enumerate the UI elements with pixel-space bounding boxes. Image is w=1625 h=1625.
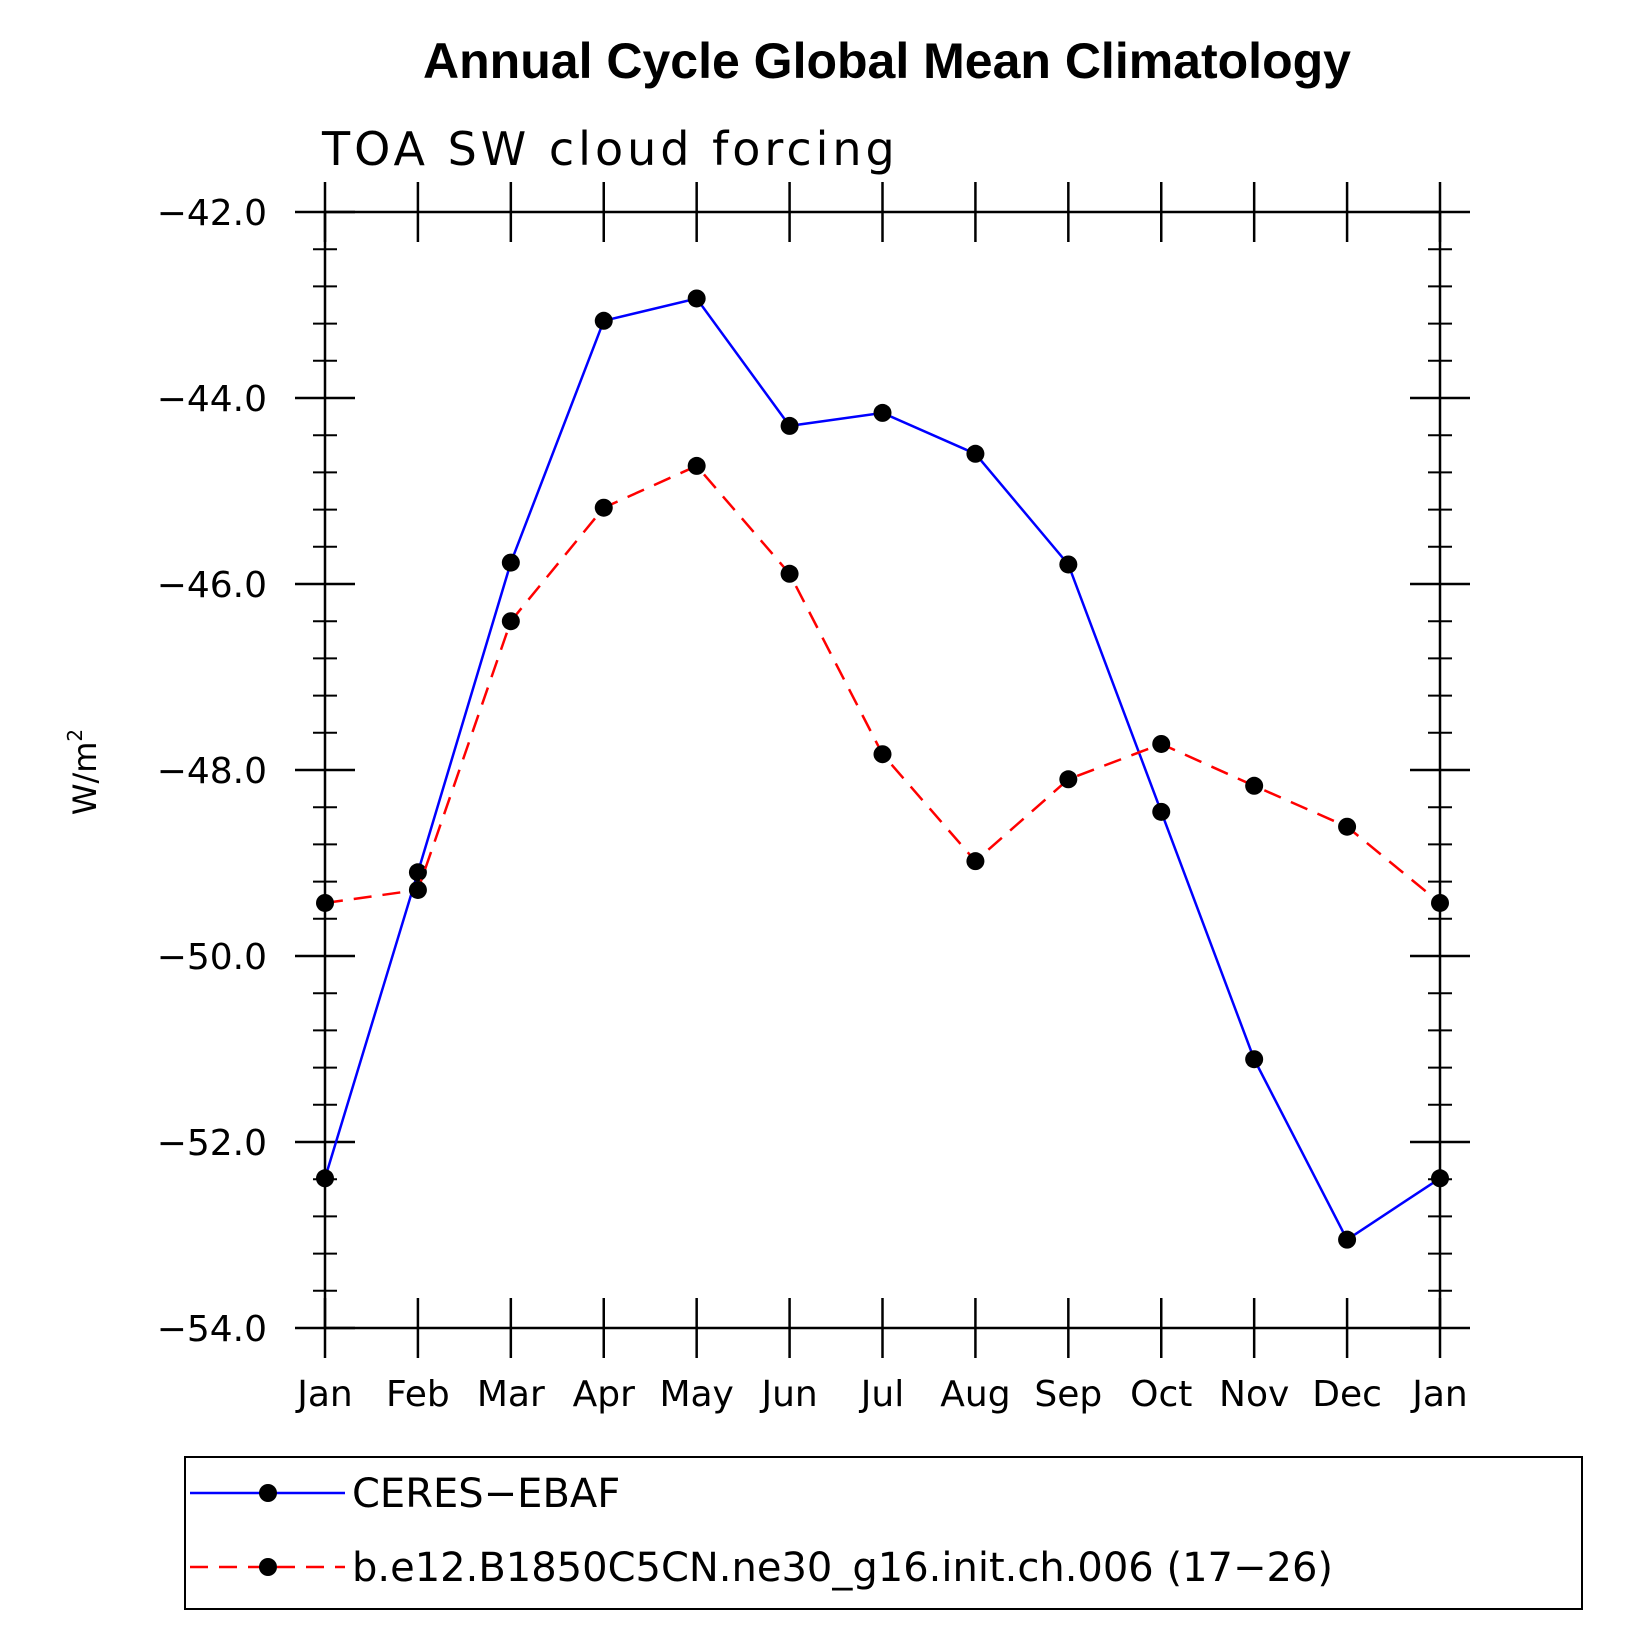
x-tick-labels: Jan Feb Mar Apr May Jun Jul Aug Sep Oct Nov Dec Jan (295, 1374, 1468, 1415)
data-point (316, 893, 334, 912)
y-tick-label: −46.0 (157, 565, 267, 606)
legend-marker (259, 1558, 277, 1576)
data-point (594, 498, 613, 517)
data-point (408, 863, 427, 882)
y-axis-label-text: W/m (66, 742, 104, 816)
x-tick-label: Mar (477, 1374, 545, 1415)
data-point (501, 553, 520, 572)
y-tick-label: −52.0 (157, 1123, 267, 1164)
x-tick-label: Aug (940, 1374, 1010, 1415)
y-tick-label: −48.0 (157, 751, 267, 792)
x-tick-label: Dec (1312, 1374, 1382, 1415)
data-point (1338, 817, 1357, 836)
axis-ticks (295, 182, 1470, 1358)
x-tick-label: Jan (295, 1374, 353, 1415)
data-point (687, 289, 706, 308)
data-point (594, 311, 613, 330)
data-point (873, 745, 892, 764)
x-tick-label: Nov (1219, 1374, 1289, 1415)
y-tick-label: −42.0 (157, 193, 267, 234)
data-point (1431, 1169, 1449, 1188)
series-2 (316, 456, 1449, 912)
data-point (1245, 776, 1264, 795)
legend-box (184, 1456, 1583, 1610)
series-layer (316, 289, 1449, 1249)
data-point (1059, 555, 1078, 574)
chart-subtitle: TOA SW cloud forcing (321, 122, 899, 176)
data-point (1059, 770, 1078, 789)
legend: CERES−EBAF b.e12.B1850C5CN.ne30_g16.init.… (184, 1456, 1583, 1610)
data-point (316, 1169, 334, 1188)
legend-label: b.e12.B1850C5CN.ne30_g16.init.ch.006 (17… (352, 1545, 1333, 1591)
data-point (1338, 1230, 1357, 1249)
data-point (687, 456, 706, 475)
data-point (966, 444, 985, 463)
x-tick-label: Jan (1410, 1374, 1468, 1415)
series-line (323, 297, 1441, 1242)
x-tick-label: Feb (386, 1374, 450, 1415)
data-point (408, 880, 427, 899)
legend-label: CERES−EBAF (352, 1471, 620, 1517)
y-tick-label: −54.0 (157, 1309, 267, 1350)
x-tick-label: Jul (859, 1374, 904, 1415)
x-tick-label: Sep (1034, 1374, 1102, 1415)
data-point (780, 564, 799, 583)
x-tick-label: Oct (1130, 1374, 1192, 1415)
y-tick-label: −50.0 (157, 937, 267, 978)
x-tick-label: Apr (573, 1374, 635, 1415)
data-point (1152, 734, 1171, 753)
x-tick-label: May (659, 1374, 733, 1415)
series-1 (316, 289, 1449, 1249)
data-point (1152, 802, 1171, 821)
svg-text:W/m2: W/m2 (63, 729, 104, 815)
data-point (501, 612, 520, 631)
x-tick-label: Jun (759, 1374, 817, 1415)
data-point (873, 403, 892, 422)
data-point (780, 416, 799, 435)
legend-marker (259, 1484, 277, 1502)
data-point (1431, 893, 1449, 912)
y-tick-labels: −54.0 −52.0 −50.0 −48.0 −46.0 −44.0 −42.0 (157, 193, 267, 1350)
y-axis-label-superscript: 2 (63, 729, 87, 742)
plot-frame (323, 210, 1442, 1330)
data-point (1245, 1050, 1264, 1069)
chart-title: Annual Cycle Global Mean Climatology (423, 33, 1351, 89)
series-line (324, 464, 1441, 905)
data-point (966, 852, 985, 871)
y-axis-label: W/m2 (63, 729, 104, 815)
y-tick-label: −44.0 (157, 379, 267, 420)
